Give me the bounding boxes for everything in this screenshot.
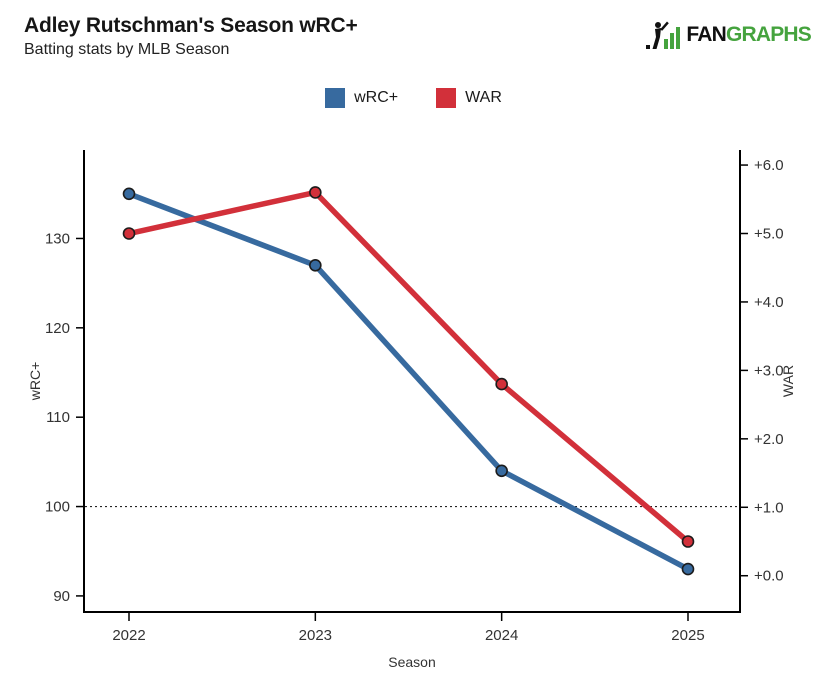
- data-point-wrc-2023: [309, 258, 322, 272]
- series-line-war: [126, 189, 691, 545]
- logo-graphs-text: GRAPHS: [725, 23, 812, 46]
- data-point-war-2023: [309, 186, 322, 199]
- page-title: Adley Rutschman's Season wRC+: [24, 14, 358, 37]
- chart-header: Adley Rutschman's Season wRC+ Batting st…: [24, 14, 358, 59]
- page-subtitle: Batting stats by MLB Season: [24, 41, 230, 58]
- y-axis-left-tick-label: 120: [45, 320, 70, 337]
- y-axis-right-tick-label: +0.0: [754, 568, 784, 585]
- y-axis-left-tick-label: 130: [45, 230, 70, 247]
- legend-item-war[interactable]: WAR: [436, 88, 502, 108]
- y-axis-right-tick-label: +5.0: [754, 226, 784, 243]
- data-point-war-2024: [495, 377, 508, 391]
- x-axis-tick-label-2025: 2025: [671, 627, 704, 644]
- series-line-wrc: [126, 191, 691, 572]
- x-axis-title: Season: [388, 654, 435, 670]
- legend-swatch-wrc: [325, 88, 346, 108]
- y-axis-left-tick-label: 100: [45, 499, 70, 516]
- y-axis-right-tick-label: +2.0: [754, 431, 784, 448]
- y-axis-left-tick-label: 90: [53, 588, 70, 605]
- chart-legend: wRC+ WAR: [0, 88, 827, 108]
- data-point-war-2025: [681, 535, 695, 548]
- data-point-war-2022: [122, 227, 136, 240]
- legend-label-wrc: wRC+: [354, 89, 399, 106]
- data-point-wrc-2025: [681, 562, 695, 576]
- y-axis-left-title: wRC+: [27, 362, 43, 402]
- y-axis-right-title: WAR: [780, 365, 796, 397]
- x-axis-tick-label-2022: 2022: [112, 627, 145, 644]
- y-axis-right-tick-label: +1.0: [754, 499, 784, 516]
- data-point-wrc-2024: [495, 464, 508, 478]
- y-axis-right-tick-label: +6.0: [754, 157, 784, 174]
- legend-label-war: WAR: [465, 89, 502, 106]
- logo-fan-text: FAN: [686, 23, 726, 46]
- y-axis-right-tick-label: +3.0: [754, 362, 784, 379]
- x-axis-tick-label-2023: 2023: [299, 627, 332, 644]
- y-axis-left-tick-label: 110: [46, 409, 70, 426]
- fangraphs-logo: FANGRAPHS: [646, 20, 812, 50]
- legend-item-wrc[interactable]: wRC+: [325, 88, 398, 108]
- legend-swatch-war: [436, 88, 457, 108]
- y-axis-right-tick-label: +4.0: [754, 294, 784, 311]
- fangraphs-batter-icon: [646, 21, 681, 49]
- fangraphs-wordmark: FANGRAPHS: [686, 23, 811, 47]
- x-axis-tick-label-2024: 2024: [485, 627, 518, 644]
- data-point-wrc-2022: [122, 187, 136, 201]
